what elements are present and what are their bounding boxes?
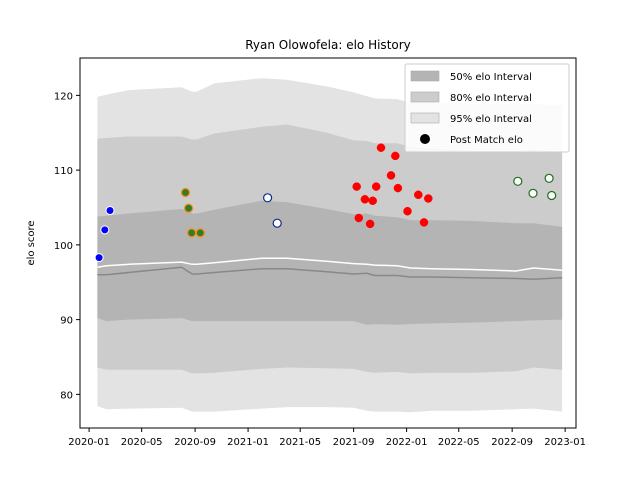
post-match-elo-points	[94, 143, 557, 263]
x-tick-label: 2023-01	[544, 437, 586, 448]
post-match-elo-point	[195, 228, 205, 238]
post-match-elo-point	[528, 188, 538, 198]
post-match-elo-point	[391, 151, 400, 161]
post-match-elo-point	[513, 176, 523, 186]
x-tick-label: 2022-01	[386, 437, 428, 448]
post-match-elo-point	[100, 225, 110, 235]
y-axis-label: elo score	[26, 220, 37, 265]
x-tick-label: 2021-01	[227, 437, 269, 448]
band-50-percent	[97, 200, 563, 325]
y-axis: 80 90 100 110 120	[54, 91, 80, 401]
x-axis: 2020-01 2020-05 2020-09 2021-01 2021-05 2021-…	[68, 428, 586, 448]
post-match-elo-point	[263, 193, 273, 203]
post-match-elo-point	[544, 173, 554, 183]
post-match-elo-point	[403, 206, 412, 216]
x-tick-label: 2021-09	[333, 437, 375, 448]
x-tick-label: 2020-01	[68, 437, 110, 448]
x-tick-label: 2021-05	[279, 437, 321, 448]
post-match-elo-point	[184, 203, 194, 213]
post-match-elo-point	[352, 182, 361, 191]
post-match-elo-point	[371, 182, 381, 191]
legend-band-swatch	[410, 91, 440, 103]
legend-box	[404, 63, 570, 153]
post-match-elo-point	[272, 218, 282, 228]
post-match-elo-point	[419, 218, 429, 227]
post-match-elo-point	[187, 228, 197, 238]
legend-band-swatch	[410, 70, 440, 82]
y-tick-label: 80	[60, 390, 73, 401]
post-match-elo-point	[386, 171, 396, 180]
y-tick-label: 90	[60, 316, 73, 327]
legend-band-swatch	[410, 112, 440, 124]
post-match-elo-point	[368, 196, 377, 206]
post-match-elo-point	[365, 219, 375, 229]
elo-interval-bands	[97, 78, 563, 413]
x-tick-label: 2020-05	[121, 437, 163, 448]
legend-label: 80% elo Interval	[450, 93, 532, 104]
legend-label: Post Match elo	[450, 135, 523, 146]
chart-title: Ryan Olowofela: elo History	[245, 38, 411, 52]
post-match-elo-point	[354, 213, 364, 223]
x-tick-label: 2022-05	[438, 437, 480, 448]
legend-label: 50% elo Interval	[450, 72, 532, 83]
y-tick-label: 100	[54, 241, 73, 252]
x-tick-label: 2020-09	[174, 437, 216, 448]
post-match-elo-point	[94, 253, 104, 263]
elo-lines	[97, 257, 563, 281]
legend-label: 95% elo Interval	[450, 114, 532, 125]
y-tick-label: 110	[54, 166, 73, 177]
post-match-elo-point	[393, 183, 403, 193]
post-match-elo-point	[105, 206, 115, 215]
post-match-elo-point	[376, 143, 386, 152]
median-elo-line	[97, 257, 563, 272]
x-tick-label: 2022-09	[491, 437, 533, 448]
post-match-elo-point	[547, 190, 557, 201]
legend: 50% elo Interval 80% elo Interval 95% elo …	[404, 63, 570, 153]
post-match-elo-point	[360, 195, 370, 204]
plot-frame	[79, 57, 577, 429]
mean-elo-line	[97, 266, 563, 281]
post-match-elo-point	[180, 187, 191, 198]
post-match-elo-point	[424, 194, 433, 203]
y-tick-label: 120	[54, 91, 73, 102]
legend-marker-swatch	[420, 134, 430, 144]
post-match-elo-point	[414, 190, 423, 200]
